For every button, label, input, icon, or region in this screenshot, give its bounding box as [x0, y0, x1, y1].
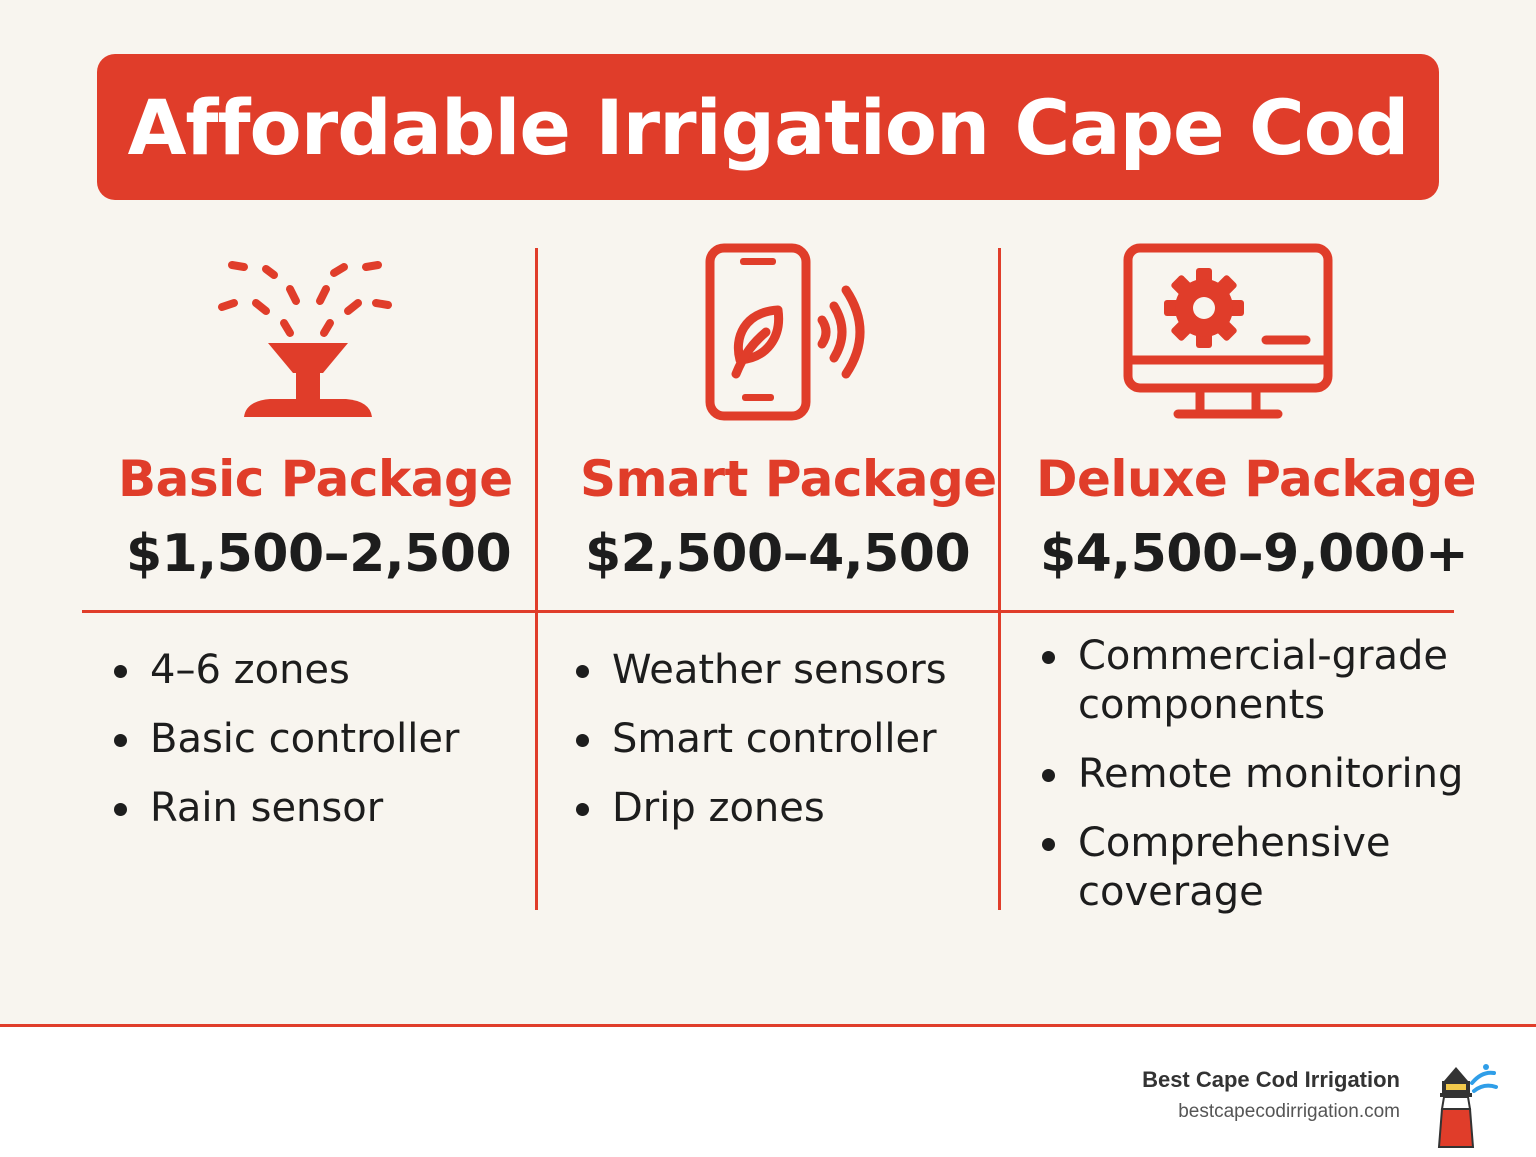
bullet-icon	[1042, 769, 1055, 782]
feature-text: Weather sensors	[612, 647, 947, 693]
basic-feature-list: 4–6 zones Basic controller Rain sensor	[110, 646, 530, 853]
list-item: Rain sensor	[110, 784, 530, 833]
list-item: 4–6 zones	[110, 646, 530, 695]
sprinkler-icon	[218, 261, 392, 417]
smart-feature-list: Weather sensors Smart controller Drip zo…	[572, 646, 992, 853]
list-item: Commercial-grade components	[1038, 632, 1478, 730]
list-item: Comprehensive coverage	[1038, 819, 1478, 917]
page-title: Affordable Irrigation Cape Cod	[127, 82, 1410, 172]
feature-text: Remote monitoring	[1078, 751, 1464, 797]
smart-package-name: Smart Package	[580, 450, 997, 508]
basic-package-price: $1,500–2,500	[126, 524, 512, 584]
feature-text: Comprehensive coverage	[1078, 820, 1391, 915]
footer: Best Cape Cod Irrigation bestcapecodirri…	[0, 1024, 1536, 1157]
bullet-icon	[114, 665, 127, 678]
list-item: Smart controller	[572, 715, 992, 764]
deluxe-package-price: $4,500–9,000+	[1040, 524, 1469, 584]
list-item: Remote monitoring	[1038, 750, 1478, 799]
bullet-icon	[1042, 838, 1055, 851]
feature-text: 4–6 zones	[150, 647, 350, 693]
brand-url: bestcapecodirrigation.com	[1178, 1101, 1400, 1122]
basic-package-name: Basic Package	[118, 450, 513, 508]
list-item: Weather sensors	[572, 646, 992, 695]
row-divider	[82, 610, 1454, 613]
feature-text: Basic controller	[150, 716, 460, 762]
bullet-icon	[576, 665, 589, 678]
column-divider	[535, 248, 538, 910]
bullet-icon	[114, 734, 127, 747]
deluxe-package-name: Deluxe Package	[1036, 450, 1477, 508]
list-item: Basic controller	[110, 715, 530, 764]
title-banner: Affordable Irrigation Cape Cod	[97, 54, 1439, 200]
deluxe-feature-list: Commercial-grade components Remote monit…	[1038, 632, 1478, 937]
feature-text: Drip zones	[612, 785, 825, 831]
bullet-icon	[576, 803, 589, 816]
list-item: Drip zones	[572, 784, 992, 833]
lighthouse-icon	[1437, 1064, 1498, 1148]
bullet-icon	[114, 803, 127, 816]
column-divider	[998, 248, 1001, 910]
monitor-gear-icon	[1123, 243, 1333, 419]
smart-package-price: $2,500–4,500	[585, 524, 971, 584]
smartphone-leaf-icon	[705, 243, 865, 421]
feature-text: Rain sensor	[150, 785, 384, 831]
feature-text: Commercial-grade components	[1078, 633, 1449, 728]
bullet-icon	[1042, 651, 1055, 664]
bullet-icon	[576, 734, 589, 747]
feature-text: Smart controller	[612, 716, 937, 762]
brand-name: Best Cape Cod Irrigation	[1142, 1067, 1400, 1092]
